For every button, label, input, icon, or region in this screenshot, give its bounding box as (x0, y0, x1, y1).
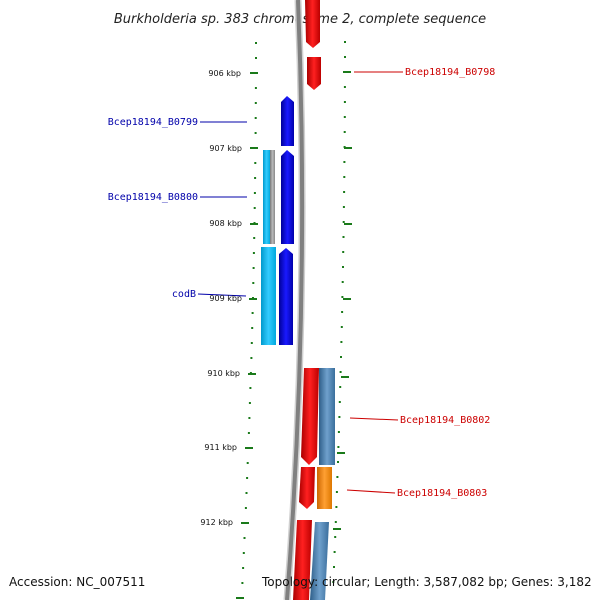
tick-label-909: 909 kbp (209, 294, 242, 303)
gene-block-lower-steel[interactable] (310, 522, 329, 600)
topology-text: Topology: circular; Length: 3,587,082 bp… (261, 575, 592, 589)
tick-label-907: 907 kbp (209, 144, 242, 153)
tick-label-906: 906 kbp (208, 69, 241, 78)
leader-b0802 (349, 417, 399, 421)
gene-arrow-lower-red[interactable] (293, 520, 312, 600)
gene-label-b0803[interactable]: Bcep18194_B0803 (397, 488, 487, 499)
gene-block-cyan[interactable] (263, 150, 270, 244)
gene-block-b0802[interactable] (319, 368, 335, 465)
label-leaders (197, 71, 403, 494)
gene-block-b0803[interactable] (317, 467, 332, 509)
tick-label-910: 910 kbp (207, 369, 240, 378)
gene-arrow-b0798[interactable] (307, 57, 321, 90)
leader-b0803 (346, 489, 396, 494)
gene-label-b0800[interactable]: Bcep18194_B0800 (108, 192, 198, 203)
gene-label-codb[interactable]: codB (172, 289, 196, 300)
tick-label-908: 908 kbp (209, 219, 242, 228)
gene-block-gray[interactable] (270, 150, 275, 244)
reverse-genes (293, 0, 335, 600)
leader-codb (197, 293, 247, 297)
gene-block-codb[interactable] (261, 247, 276, 345)
gene-label-b0799[interactable]: Bcep18194_B0799 (108, 117, 198, 128)
gene-arrow-b0801[interactable] (279, 248, 293, 345)
gene-arrow-b0799[interactable] (281, 96, 294, 146)
backbone-line (285, 0, 305, 600)
gene-arrow-b0800[interactable] (281, 150, 294, 244)
gene-arrow-b0803-red[interactable] (299, 467, 315, 509)
forward-genes (261, 96, 294, 345)
gene-arrow-b0802-red[interactable] (301, 368, 319, 465)
tick-label-911: 911 kbp (204, 443, 237, 452)
major-ticks: 906 kbp 907 kbp 908 kbp 910 kbp 911 kbp … (200, 69, 352, 599)
accession-text: Accession: NC_007511 (9, 575, 145, 589)
gene-label-b0802[interactable]: Bcep18194_B0802 (400, 415, 490, 426)
tick-label-912: 912 kbp (200, 518, 233, 527)
gene-arrow-upper[interactable] (305, 0, 320, 48)
gene-label-b0798[interactable]: Bcep18194_B0798 (405, 67, 495, 78)
